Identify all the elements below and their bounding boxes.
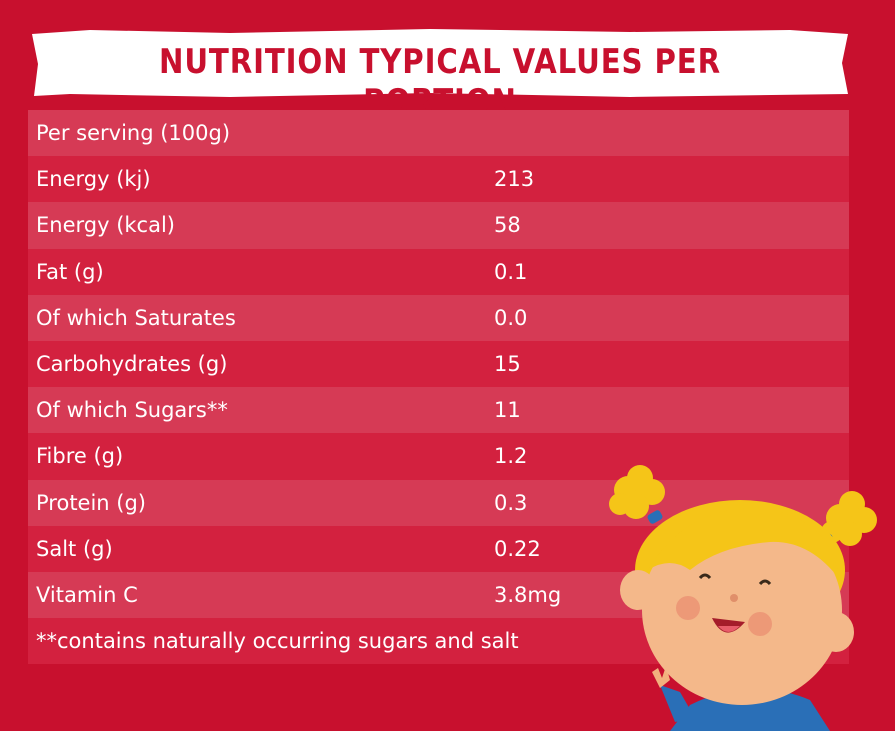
nutrient-value: 3.8mg bbox=[494, 582, 562, 607]
nutrient-label: Salt (g) bbox=[36, 536, 113, 561]
nutrient-label: Fibre (g) bbox=[36, 444, 124, 469]
table-row: Energy (kj) 213 bbox=[28, 156, 849, 203]
nutrient-label: Energy (kj) bbox=[36, 167, 151, 192]
nutrient-value: 213 bbox=[494, 167, 535, 192]
nutrient-value: 15 bbox=[494, 352, 521, 377]
table-row: Of which Sugars** 11 bbox=[28, 387, 849, 434]
nutrient-value: 11 bbox=[494, 398, 521, 423]
nutrient-label: Energy (kcal) bbox=[36, 213, 175, 238]
nutrient-value: 0.3 bbox=[494, 490, 528, 515]
table-row: Fibre (g) 1.2 bbox=[28, 433, 849, 480]
banner-shape bbox=[32, 29, 848, 97]
nutrient-label: Of which Sugars** bbox=[36, 398, 228, 423]
nutrition-table: Per serving (100g) Energy (kj) 213 Energ… bbox=[28, 110, 849, 665]
serving-row: Per serving (100g) bbox=[28, 110, 849, 157]
nutrient-value: 0.22 bbox=[494, 536, 541, 561]
table-row: Carbohydrates (g) 15 bbox=[28, 340, 849, 388]
table-row: Fat (g) 0.1 bbox=[28, 248, 849, 295]
nutrient-value: 0.0 bbox=[494, 305, 528, 330]
nutrient-value: 1.2 bbox=[494, 444, 528, 469]
serving-label: Per serving (100g) bbox=[36, 121, 231, 146]
nutrient-label: Carbohydrates (g) bbox=[36, 352, 228, 377]
nutrient-label: Of which Saturates bbox=[36, 305, 236, 330]
table-row: Of which Saturates 0.0 bbox=[28, 294, 849, 341]
table-row: Energy (kcal) 58 bbox=[28, 202, 849, 249]
nutrient-value: 58 bbox=[494, 213, 521, 238]
nutrient-label: Fat (g) bbox=[36, 259, 104, 284]
nutrient-label: Vitamin C bbox=[36, 582, 138, 607]
girl-illustration bbox=[609, 465, 877, 731]
nutrient-value: 0.1 bbox=[494, 259, 528, 284]
title-banner: NUTRITION TYPICAL VALUES PER PORTION bbox=[30, 28, 850, 122]
footnote: **contains naturally occurring sugars an… bbox=[36, 629, 519, 654]
nutrient-label: Protein (g) bbox=[36, 490, 147, 515]
